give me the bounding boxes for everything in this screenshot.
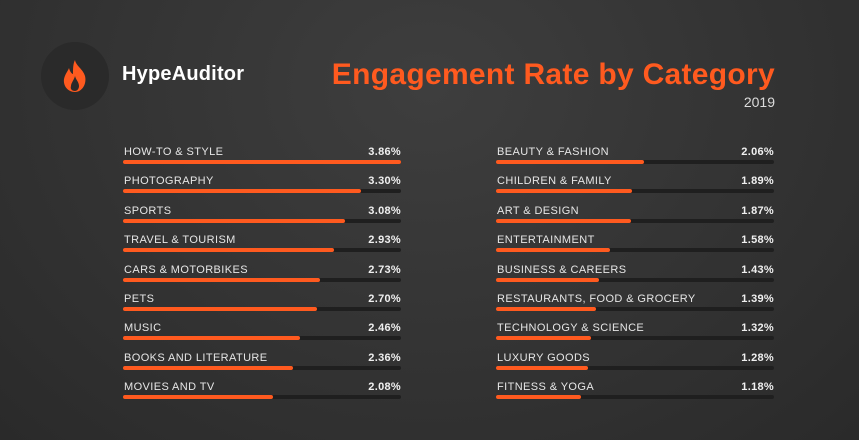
- bar-category-label: CARS & MOTORBIKES: [124, 263, 248, 276]
- bar-category-label: BOOKS AND LITERATURE: [124, 351, 268, 364]
- bar-track: [496, 160, 774, 164]
- bar-track: [496, 189, 774, 194]
- bar-value-label: 2.46%: [368, 322, 401, 335]
- bar-value-label: 2.08%: [368, 381, 401, 394]
- bar: [123, 365, 293, 370]
- bar: [123, 306, 318, 311]
- bar-row: CHILDREN & FAMILY 1.89%: [496, 175, 774, 204]
- bar-row: CARS & MOTORBIKES 2.73%: [123, 264, 401, 293]
- bar-track: [496, 277, 774, 282]
- bar-value-label: 3.08%: [368, 204, 401, 217]
- bar-category-label: FITNESS & YOGA: [497, 381, 595, 394]
- bar-value-label: 1.28%: [741, 351, 774, 364]
- bar-category-label: ENTERTAINMENT: [497, 234, 595, 247]
- bar-category-label: MUSIC: [124, 322, 162, 335]
- chart-title: Engagement Rate by Category: [331, 58, 775, 91]
- bar-value-label: 2.93%: [368, 234, 401, 247]
- bar-row: LUXURY GOODS 1.28%: [496, 352, 774, 381]
- logo-badge: [41, 42, 109, 110]
- bar: [496, 277, 599, 282]
- bar: [496, 160, 645, 164]
- bar-row: PHOTOGRAPHY 3.30%: [123, 175, 401, 204]
- bar-track: [496, 336, 774, 341]
- bar-track: [123, 218, 401, 223]
- bar: [496, 248, 610, 253]
- bar-value-label: 3.30%: [368, 175, 401, 188]
- bar-track: [123, 189, 401, 194]
- bar-category-label: HOW-TO & STYLE: [124, 146, 224, 158]
- bar-row: SPORTS 3.08%: [123, 205, 401, 234]
- bar-row: TECHNOLOGY & SCIENCE 1.32%: [496, 322, 774, 351]
- bar-row: TRAVEL & TOURISM 2.93%: [123, 234, 401, 263]
- bar-value-label: 2.70%: [368, 292, 401, 305]
- bar-track: [123, 248, 401, 253]
- bar-value-label: 1.39%: [741, 292, 774, 305]
- bar-category-label: SPORTS: [124, 204, 172, 217]
- bar-track: [123, 336, 401, 341]
- bar-track: [123, 365, 401, 370]
- bar: [123, 277, 320, 282]
- brand-name: HypeAuditor: [122, 63, 245, 85]
- bar-category-label: BEAUTY & FASHION: [497, 146, 609, 158]
- chart-column-left: HOW-TO & STYLE 3.86% PHOTOGRAPHY 3.30% SPORT…: [123, 146, 401, 411]
- bar-category-label: PETS: [124, 292, 155, 305]
- bar-category-label: MOVIES AND TV: [124, 381, 215, 394]
- bar-category-label: BUSINESS & CAREERS: [497, 263, 627, 276]
- bar: [496, 218, 631, 223]
- bar-track: [496, 365, 774, 370]
- bar-value-label: 1.32%: [741, 322, 774, 335]
- bar-category-label: TRAVEL & TOURISM: [124, 234, 236, 247]
- bar-track: [496, 306, 774, 311]
- bar-category-label: TECHNOLOGY & SCIENCE: [497, 322, 645, 335]
- bar: [123, 218, 345, 223]
- bar-row: BOOKS AND LITERATURE 2.36%: [123, 352, 401, 381]
- chart-column-right: BEAUTY & FASHION 2.06% CHILDREN & FAMILY 1.…: [496, 146, 774, 411]
- bar: [123, 189, 361, 194]
- bar-track: [496, 395, 774, 400]
- bar-track: [123, 306, 401, 311]
- bar-category-label: ART & DESIGN: [497, 204, 580, 217]
- flame-icon: [63, 60, 86, 92]
- bar-row: BUSINESS & CAREERS 1.43%: [496, 264, 774, 293]
- bar-category-label: LUXURY GOODS: [497, 351, 591, 364]
- chart-year: 2019: [743, 94, 775, 110]
- bar-row: RESTAURANTS, FOOD & GROCERY 1.39%: [496, 293, 774, 322]
- bar-track: [123, 160, 401, 164]
- bar-category-label: PHOTOGRAPHY: [124, 175, 214, 188]
- bar-value-label: 2.36%: [368, 351, 401, 364]
- bar-value-label: 1.89%: [741, 175, 774, 188]
- bar-category-label: CHILDREN & FAMILY: [497, 175, 612, 188]
- bar: [496, 189, 633, 194]
- bar: [496, 365, 589, 370]
- bar-value-label: 1.87%: [741, 204, 774, 217]
- bar-row: ART & DESIGN 1.87%: [496, 205, 774, 234]
- bar-row: PETS 2.70%: [123, 293, 401, 322]
- bar-value-label: 2.06%: [741, 146, 774, 158]
- bar-row: FITNESS & YOGA 1.18%: [496, 381, 774, 410]
- bar-value-label: 1.18%: [741, 381, 774, 394]
- bar-value-label: 1.43%: [741, 263, 774, 276]
- bar: [123, 336, 301, 341]
- bar-row: BEAUTY & FASHION 2.06%: [496, 146, 774, 175]
- bar-row: MUSIC 2.46%: [123, 322, 401, 351]
- bar-track: [496, 218, 774, 223]
- bar-value-label: 1.58%: [741, 234, 774, 247]
- bar-row: HOW-TO & STYLE 3.86%: [123, 146, 401, 175]
- bar-row: MOVIES AND TV 2.08%: [123, 381, 401, 410]
- bar-value-label: 3.86%: [368, 146, 401, 158]
- bar-track: [123, 277, 401, 282]
- bar: [496, 395, 581, 400]
- bar-track: [496, 248, 774, 253]
- bar-value-label: 2.73%: [368, 263, 401, 276]
- bar: [496, 336, 592, 341]
- bar-row: ENTERTAINMENT 1.58%: [496, 234, 774, 263]
- bar: [123, 395, 273, 400]
- bar-track: [123, 395, 401, 400]
- bar: [123, 160, 401, 164]
- bar-category-label: RESTAURANTS, FOOD & GROCERY: [497, 292, 696, 305]
- bar: [496, 306, 597, 311]
- bar: [123, 248, 335, 253]
